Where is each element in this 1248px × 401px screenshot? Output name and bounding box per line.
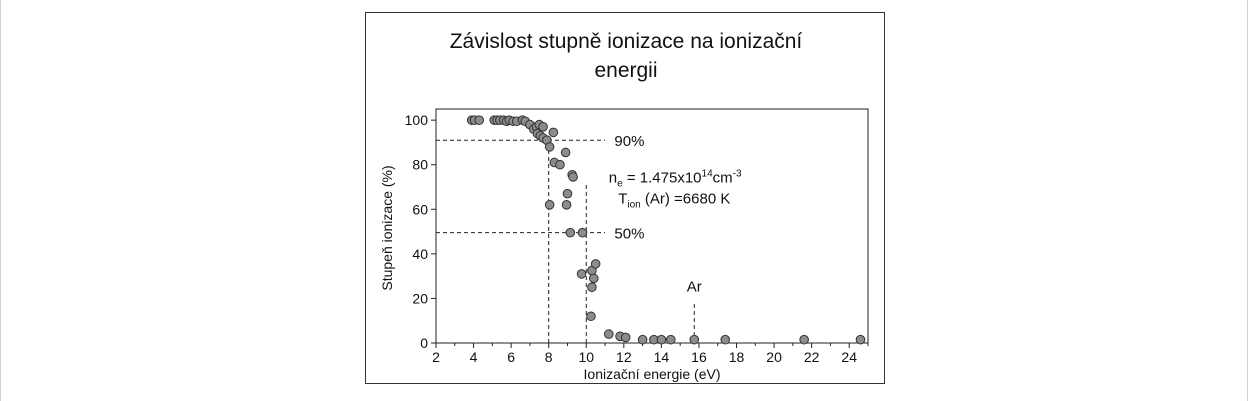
annotations: 90% 50% Ar ne = 1.475x1014cm-3 Tion (Ar)… [609, 133, 742, 296]
data-point [555, 159, 565, 170]
reference-lines [436, 139, 695, 343]
annotation-ion-temperature: Tion (Ar) =6680 K [618, 191, 730, 211]
data-point [620, 332, 631, 343]
x-tick-label: 10 [578, 349, 594, 365]
data-points [466, 115, 866, 345]
data-point [568, 172, 578, 182]
data-point [474, 115, 484, 125]
data-point [720, 334, 731, 345]
y-axis-title: Stupeň ionizace (%) [379, 165, 395, 290]
data-point [799, 334, 809, 345]
data-point [544, 142, 555, 152]
data-point [576, 269, 587, 279]
data-point [604, 329, 614, 339]
tion-prefix: T [618, 191, 627, 208]
data-point [561, 200, 572, 210]
data-point [560, 147, 571, 158]
data-point [565, 227, 576, 238]
data-point [590, 259, 601, 269]
plot-area [435, 108, 869, 344]
x-axis-ticks: 2 4 6 8 10 12 14 16 18 20 22 24 [432, 343, 869, 365]
x-tick-label: 20 [766, 349, 782, 365]
x-tick-label: 22 [804, 349, 820, 365]
y-tick-label: 20 [412, 290, 428, 306]
x-tick-label: 16 [691, 349, 707, 365]
data-point [637, 334, 648, 345]
annotation-50-percent: 50% [614, 226, 644, 243]
tion-rest: (Ar) =6680 K [641, 191, 731, 208]
annotation-90-percent: 90% [614, 133, 644, 150]
data-point [548, 127, 559, 138]
ne-superscript-1: 14 [702, 169, 714, 180]
x-tick-label: 2 [432, 349, 440, 365]
figure-frame: Závislost stupně ionizace na ionizační e… [365, 12, 885, 384]
x-tick-label: 14 [654, 349, 670, 365]
data-point [855, 334, 866, 345]
y-tick-label: 60 [412, 201, 428, 217]
ne-subscript: e [617, 179, 623, 190]
y-tick-label: 100 [405, 112, 429, 128]
page-border-left [0, 0, 1, 401]
data-point [577, 227, 588, 238]
y-tick-label: 0 [420, 335, 428, 351]
x-tick-label: 4 [470, 349, 478, 365]
x-tick-label: 18 [729, 349, 745, 365]
x-tick-label: 6 [507, 349, 515, 365]
data-point [538, 122, 548, 132]
x-axis-title: Ionizační energie (eV) [584, 366, 721, 382]
ne-unit: cm [713, 170, 733, 187]
y-tick-label: 80 [412, 157, 428, 173]
data-point [656, 334, 667, 345]
data-point [544, 200, 555, 210]
data-point [588, 273, 599, 284]
data-point [689, 334, 700, 345]
annotation-electron-density: ne = 1.475x1014cm-3 [609, 169, 742, 190]
x-tick-label: 8 [545, 349, 553, 365]
data-point [665, 334, 676, 345]
ne-prefix: n [609, 170, 617, 187]
annotation-ar: Ar [687, 279, 702, 296]
chart-title: Závislost stupně ionizace na ionizační e… [366, 27, 886, 85]
data-point [562, 188, 573, 199]
data-point [586, 311, 596, 322]
chart-title-line-2: energii [594, 59, 658, 82]
y-axis-ticks: 0 20 40 60 80 100 [405, 112, 436, 351]
y-tick-label: 40 [412, 246, 428, 262]
x-tick-label: 24 [841, 349, 857, 365]
data-point [587, 282, 597, 293]
x-tick-label: 12 [616, 349, 632, 365]
ne-mid: = 1.475x10 [623, 170, 702, 187]
tion-subscript: ion [627, 200, 640, 211]
ne-superscript-2: -3 [733, 169, 742, 180]
chart-title-line-1: Závislost stupně ionizace na ionizační [449, 30, 803, 53]
plot-frame [435, 108, 869, 344]
